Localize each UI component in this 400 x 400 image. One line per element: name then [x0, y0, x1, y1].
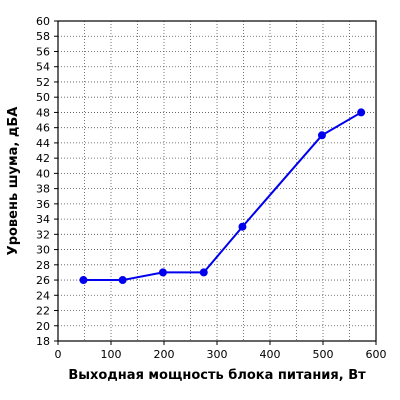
- x-tick-label: 500: [313, 348, 334, 361]
- y-tick-label: 30: [36, 244, 50, 257]
- y-tick-label: 50: [36, 91, 50, 104]
- y-tick-label: 28: [36, 259, 50, 272]
- data-point: [158, 268, 167, 277]
- y-tick-label: 48: [36, 106, 50, 119]
- y-tick-label: 44: [36, 137, 50, 150]
- y-tick-label: 32: [36, 228, 50, 241]
- data-point: [317, 131, 326, 140]
- y-tick-label: 22: [36, 305, 50, 318]
- y-tick-label: 38: [36, 183, 50, 196]
- series-layer: [79, 108, 366, 285]
- y-tick-label: 26: [36, 274, 50, 287]
- data-point: [79, 276, 88, 285]
- y-tick-label: 52: [36, 76, 50, 89]
- y-tick-label: 46: [36, 122, 50, 135]
- y-tick-label: 58: [36, 30, 50, 43]
- y-tick-label: 36: [36, 198, 50, 211]
- data-point: [357, 108, 366, 117]
- x-axis: 0 100 200 300 400 500 600: [55, 341, 387, 361]
- x-tick-label: 600: [366, 348, 387, 361]
- data-point: [118, 276, 127, 285]
- x-tick-label: 300: [207, 348, 228, 361]
- y-tick-label: 54: [36, 61, 50, 74]
- x-tick-label: 0: [55, 348, 62, 361]
- grid: [58, 21, 376, 341]
- y-tick-label: 40: [36, 167, 50, 180]
- data-point: [199, 268, 208, 277]
- y-axis-label: Уровень шума, дБА: [6, 107, 21, 256]
- x-tick-label: 200: [154, 348, 175, 361]
- x-axis-label: Выходная мощность блока питания, Вт: [68, 368, 366, 383]
- data-point: [238, 222, 247, 231]
- y-tick-label: 56: [36, 45, 50, 58]
- y-tick-label: 42: [36, 152, 50, 165]
- y-tick-label: 20: [36, 320, 50, 333]
- x-tick-label: 100: [101, 348, 122, 361]
- y-axis: 18 20 22 24 26 28 30 32 34 36 38 40 42 44 46 48 50 52 54 56…: [36, 15, 58, 348]
- y-tick-label: 34: [36, 213, 50, 226]
- x-tick-label: 400: [260, 348, 281, 361]
- y-tick-label: 18: [36, 335, 50, 348]
- y-tick-label: 60: [36, 15, 50, 28]
- y-tick-label: 24: [36, 289, 50, 302]
